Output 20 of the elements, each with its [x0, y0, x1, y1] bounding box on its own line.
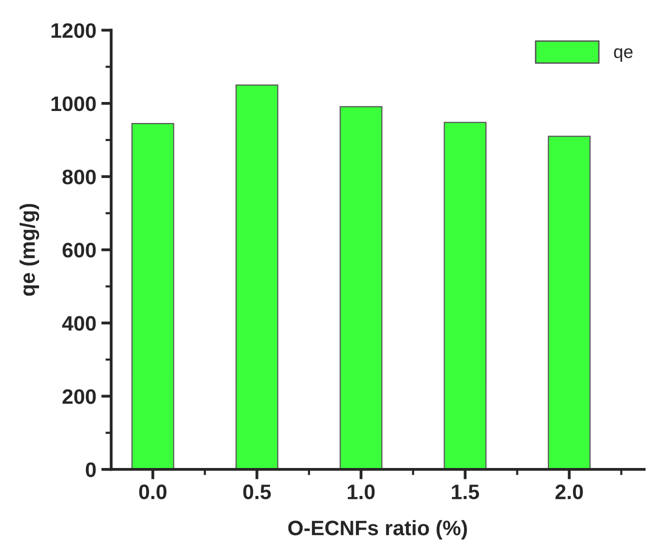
bar [236, 84, 278, 470]
y-axis-title: qe (mg/g) [20, 204, 40, 296]
x-tick-label: 0.5 [243, 484, 271, 500]
x-tick-label: 1.0 [348, 484, 375, 500]
y-tick-label: 0 [86, 462, 96, 478]
bar [131, 122, 174, 470]
x-tick-label: 2.0 [555, 484, 583, 500]
bar [340, 106, 382, 470]
y-tick-label: 800 [62, 170, 96, 184]
bar [444, 122, 487, 470]
y-tick-label: 1000 [52, 96, 96, 112]
y-tick-label: 1200 [52, 23, 96, 38]
bar [548, 136, 591, 470]
x-tick-label: 0.0 [139, 484, 166, 500]
y-tick-label: 600 [62, 242, 96, 258]
legend-label: qe [614, 48, 633, 62]
y-tick-label: 200 [62, 389, 96, 404]
x-tick-label: 1.5 [452, 484, 480, 500]
y-tick-label: 400 [62, 316, 96, 331]
x-axis-title: O-ECNFs ratio (%) [288, 520, 467, 540]
